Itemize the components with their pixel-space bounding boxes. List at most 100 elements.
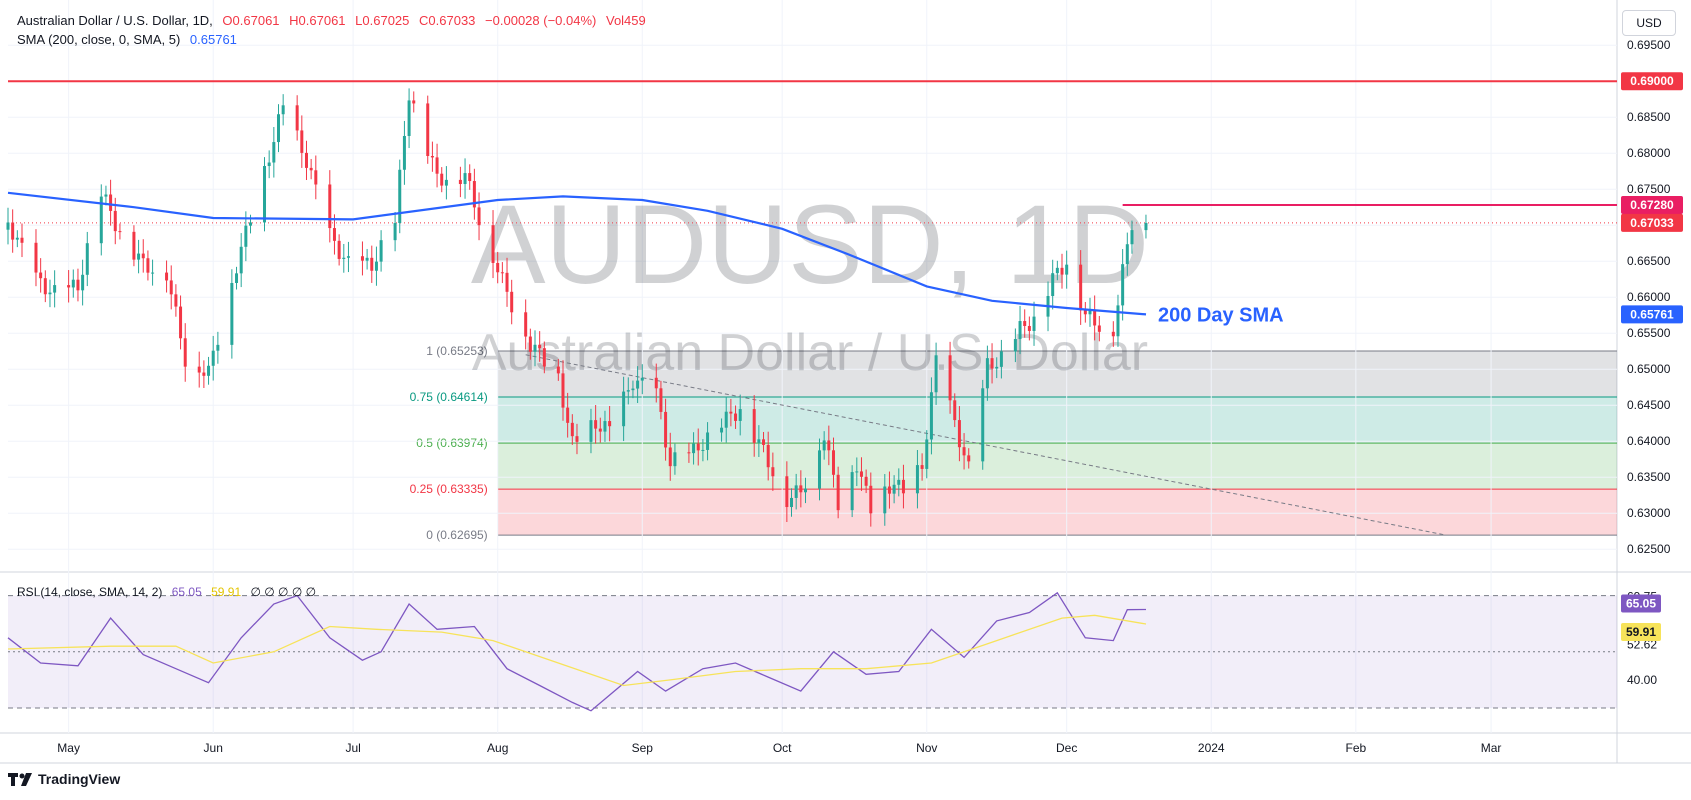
rsi-indicator-label[interactable]: RSI (14, close, SMA, 14, 2): [17, 585, 163, 599]
candle-body: [533, 344, 537, 352]
fib-level-label: 1 (0.65253): [426, 344, 487, 358]
candle-body: [631, 388, 635, 391]
candle-body: [855, 471, 859, 473]
candle-body: [1018, 321, 1022, 340]
candle-body: [43, 278, 47, 295]
candle-body: [207, 365, 211, 376]
candle-body: [1144, 223, 1148, 231]
candle-body: [817, 450, 821, 489]
time-tick-label: Mar: [1481, 741, 1502, 755]
candle-body: [887, 486, 891, 494]
candle-body: [99, 196, 103, 244]
fib-zone: [497, 396, 1617, 444]
candle-body: [1023, 321, 1027, 326]
candle-body: [346, 256, 350, 258]
price-tick-label: 0.68500: [1627, 110, 1671, 124]
candle-body: [505, 272, 509, 292]
candle-body: [995, 366, 999, 369]
candle-body: [948, 355, 952, 401]
candle-body: [370, 257, 374, 271]
candle-body: [337, 240, 341, 259]
candle-body: [435, 157, 439, 174]
candle-body: [267, 162, 271, 167]
candle-body: [598, 428, 602, 432]
candle-body: [510, 291, 514, 313]
candle-body: [34, 242, 38, 273]
rsi-line: [7, 591, 1147, 712]
symbol-title[interactable]: Australian Dollar / U.S. Dollar, 1D,: [17, 13, 213, 28]
horizontal-lines[interactable]: [8, 80, 1617, 224]
candle-body: [575, 436, 579, 442]
sma-indicator-label[interactable]: SMA (200, close, 0, SMA, 5): [17, 32, 181, 47]
candle-body: [915, 465, 919, 494]
candle-body: [272, 142, 276, 163]
fib-level-label: 0.5 (0.63974): [416, 436, 487, 450]
candle-body: [822, 440, 826, 451]
candle-body: [603, 421, 607, 432]
candle-body: [668, 447, 672, 467]
trendline[interactable]: [525, 354, 1445, 536]
candle-body: [468, 173, 472, 182]
sma-line-path: [7, 191, 1147, 316]
price-tick-label: 0.69500: [1627, 38, 1671, 52]
candle-body: [706, 432, 710, 450]
fib-zone: [497, 443, 1617, 490]
candle-body: [799, 485, 803, 493]
candle-body: [1116, 305, 1120, 337]
ohlc-close: C0.67033: [419, 13, 476, 28]
fib-level-label: 0.25 (0.63335): [410, 482, 488, 496]
candle-body: [626, 390, 630, 392]
candle-body: [897, 479, 901, 485]
candle-body: [570, 422, 574, 437]
candle-body: [1093, 310, 1097, 326]
candle-body: [1032, 316, 1036, 331]
candle-body: [332, 228, 336, 241]
candle-body: [528, 336, 532, 352]
candle-body: [412, 100, 416, 104]
candle-body: [304, 152, 308, 168]
candle-body: [920, 465, 924, 469]
sma-header: SMA (200, close, 0, SMA, 5) 0.65761: [17, 32, 243, 47]
fib-level-label: 0.75 (0.64614): [410, 390, 488, 404]
candle-body: [790, 497, 794, 508]
candle-body: [1055, 267, 1059, 274]
candle-body: [542, 348, 546, 367]
time-tick-label: Jul: [345, 741, 360, 755]
candle-body: [622, 391, 626, 427]
candle-body: [300, 130, 304, 153]
candle-body: [1097, 325, 1101, 332]
candle-body: [640, 377, 644, 381]
currency-selector[interactable]: USD: [1622, 10, 1676, 36]
ohlc-high: H0.67061: [289, 13, 346, 28]
price-tick-label: 0.65000: [1627, 362, 1671, 376]
branding[interactable]: TradingView: [8, 771, 120, 787]
rsi-value-badge-label: 65.05: [1626, 597, 1656, 611]
candle-body: [589, 420, 593, 442]
candle-body: [771, 467, 775, 477]
candle-body: [104, 194, 108, 197]
candle-body: [1111, 331, 1115, 337]
candle-body: [491, 225, 495, 263]
candle-body: [309, 167, 313, 171]
rsi-tick-label: 40.00: [1627, 673, 1657, 687]
candle-body: [1079, 264, 1083, 311]
sma-line[interactable]: 200 Day SMA: [7, 191, 1284, 327]
price-badge: [1621, 196, 1683, 215]
candle-body: [360, 256, 364, 261]
rsi-pane[interactable]: [7, 591, 1617, 712]
candle-body: [729, 411, 733, 414]
price-tick-label: 0.63500: [1627, 470, 1671, 484]
candle-body: [892, 484, 896, 494]
candle-body: [561, 373, 565, 408]
candle-body: [169, 280, 173, 295]
fib-retracement[interactable]: 1 (0.65253) 0.75 (0.64614) 0.5 (0.63974) 0.…: [410, 344, 1617, 542]
candle-body: [762, 439, 766, 445]
candle-body: [81, 274, 85, 291]
candle-body: [734, 413, 738, 421]
candle-body: [953, 400, 957, 421]
candle-body: [500, 272, 504, 274]
candle-body: [864, 476, 868, 486]
price-badge-label: 0.67033: [1630, 216, 1674, 230]
candle-body: [752, 409, 756, 443]
